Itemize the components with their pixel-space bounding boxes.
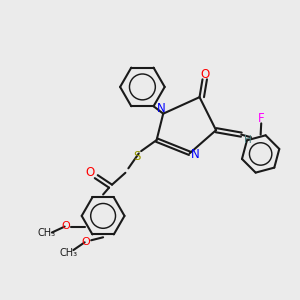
Text: CH₃: CH₃ [38, 228, 56, 238]
Text: O: O [61, 221, 70, 231]
Text: O: O [201, 68, 210, 81]
Text: N: N [191, 148, 200, 161]
Text: O: O [86, 166, 95, 179]
Text: H: H [244, 135, 252, 145]
Text: CH₃: CH₃ [60, 248, 78, 258]
Text: F: F [258, 112, 265, 125]
Text: O: O [82, 237, 90, 247]
Text: N: N [157, 102, 166, 115]
Text: S: S [134, 150, 141, 163]
